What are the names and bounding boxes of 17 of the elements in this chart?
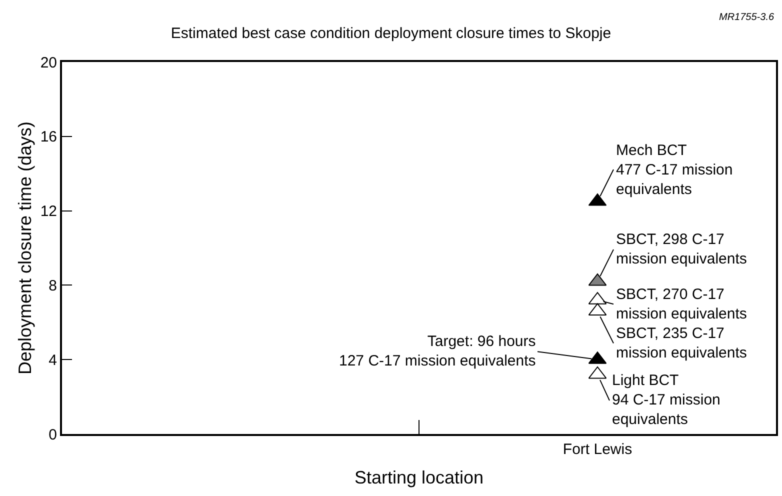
x-axis-title: Starting location (354, 468, 484, 488)
text: MR1755-3.6 (719, 12, 774, 23)
y-tick-label: 4 (48, 352, 57, 369)
annotation: Target: 96 hours 127 C-17 mission equivalents (339, 333, 536, 370)
y-axis-title: Deployment closure time (days) (15, 121, 36, 375)
y-tick-label: 16 (40, 128, 57, 146)
annotation: Mech BCT 477 C-17 mission equivalents (616, 142, 733, 198)
annotation: SBCT, 235 C-17 mission equivalents (616, 325, 747, 362)
y-tick-label: 20 (40, 54, 57, 72)
annotation: SBCT, 270 C-17 mission equivalents (616, 286, 747, 322)
annotation: SBCT, 298 C-17 mission equivalents (616, 231, 747, 268)
y-tick-label: 8 (48, 277, 57, 294)
annotation: Light BCT 94 C-17 mission equivalents (612, 372, 720, 428)
x-tick-label: Fort Lewis (562, 441, 632, 458)
y-tick-label: 0 (48, 426, 57, 444)
chart-title: Estimated best case condition deployment closure times to Skopje (170, 24, 612, 42)
y-tick-label: 12 (40, 203, 57, 220)
